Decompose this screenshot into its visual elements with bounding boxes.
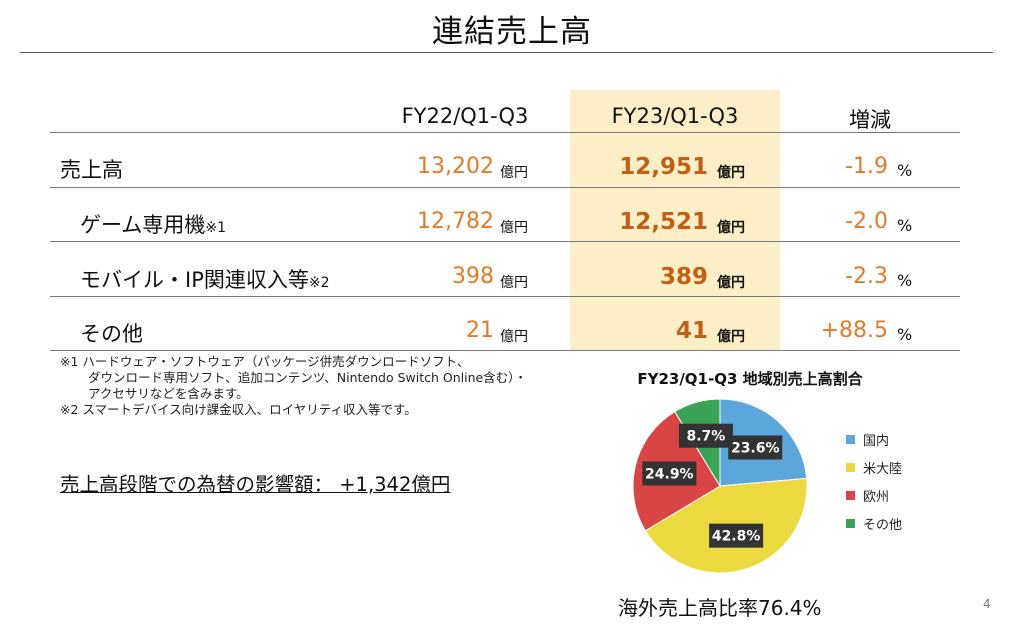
row-mobile-change: -2.3	[845, 264, 888, 289]
legend-label: その他	[863, 518, 903, 533]
title-divider	[20, 52, 993, 53]
legend-swatch	[846, 463, 855, 472]
legend-swatch	[846, 519, 855, 528]
row-dedicated-fy23: 12,521	[619, 209, 708, 235]
row-label-text: モバイル・IP関連収入等	[80, 268, 309, 292]
legend-label: 欧州	[863, 490, 890, 505]
row-label-net-sales: 売上高	[60, 154, 123, 184]
unit-label: 億円	[500, 220, 528, 236]
slide-title: 連結売上高	[432, 14, 592, 50]
unit-label: 億円	[717, 275, 745, 291]
pie-label-box-0	[728, 435, 783, 460]
row-net-sales-change: -1.9	[845, 154, 888, 179]
row-label-text: その他	[80, 322, 143, 346]
percent-label: %	[897, 325, 913, 344]
footnote-2: ※2 スマートデバイス向け課金収入、ロイヤリティ収入等です。	[60, 402, 417, 417]
unit-label: 億円	[500, 275, 528, 291]
pie-label-3: 8.7%	[686, 429, 725, 445]
header-fy23: FY23/Q1-Q3	[611, 104, 739, 128]
row-other-fy23: 41	[675, 318, 708, 344]
overseas-sales-ratio: 海外売上高比率76.4%	[618, 596, 822, 620]
row-label-dedicated-video-game: ゲーム専用機※1	[80, 209, 226, 239]
legend-item-japan: 国内	[846, 430, 902, 458]
table-rule-top	[50, 132, 960, 133]
legend-label: 国内	[863, 434, 890, 449]
row-label-mobile-ip: モバイル・IP関連収入等※2	[80, 264, 330, 294]
pie-label-box-1	[709, 523, 764, 548]
row-label-text: 売上高	[60, 158, 123, 182]
footnote-1-line-1: ※1 ハードウェア・ソフトウェア（パッケージ併売ダウンロードソフト、	[60, 354, 470, 369]
table-rule-3	[50, 296, 960, 297]
header-change: 増減	[849, 108, 891, 132]
legend-swatch	[846, 491, 855, 500]
pie-label-1: 42.8%	[712, 529, 761, 545]
legend-label: 米大陸	[863, 462, 903, 477]
table-rule-bottom	[50, 350, 960, 351]
row-other-change: +88.5	[820, 318, 888, 343]
row-mobile-fy22: 398	[452, 264, 494, 289]
row-label-text: ゲーム専用機	[80, 213, 206, 237]
percent-label: %	[897, 216, 913, 235]
regional-sales-pie-chart: 23.6% 42.8% 24.9% 8.7%	[632, 398, 808, 574]
row-dedicated-fy22: 12,782	[417, 209, 494, 234]
row-label-note: ※2	[308, 275, 330, 291]
percent-label: %	[897, 271, 913, 290]
row-label-other: その他	[80, 318, 143, 348]
unit-label: 億円	[717, 329, 745, 345]
unit-label: 億円	[717, 220, 745, 236]
legend-item-other: その他	[846, 514, 902, 542]
table-rule-2	[50, 241, 960, 242]
pie-label-box-2	[642, 461, 697, 486]
fx-impact-text: 売上高段階での為替の影響額： +1,342億円	[60, 473, 451, 496]
pie-legend: 国内 米大陸 欧州 その他	[846, 430, 902, 542]
footnote-1-line-3: アクセサリなどを含みます。	[88, 386, 249, 401]
row-dedicated-change: -2.0	[845, 209, 888, 234]
unit-label: 億円	[717, 165, 745, 181]
footnote-1-line-2: ダウンロード専用ソフト、追加コンテンツ、Nintendo Switch Onli…	[88, 370, 527, 385]
header-fy22: FY22/Q1-Q3	[401, 104, 529, 128]
unit-label: 億円	[500, 329, 528, 345]
pie-label-2: 24.9%	[645, 466, 694, 482]
pie-chart-title: FY23/Q1-Q3 地域別売上高割合	[637, 370, 863, 388]
row-mobile-fy23: 389	[659, 264, 708, 290]
percent-label: %	[897, 161, 913, 180]
row-other-fy22: 21	[466, 318, 494, 343]
row-label-note: ※1	[205, 220, 227, 236]
row-net-sales-fy22: 13,202	[417, 154, 494, 179]
table-rule-1	[50, 187, 960, 188]
pie-label-0: 23.6%	[731, 441, 780, 457]
footnotes: ※1 ハードウェア・ソフトウェア（パッケージ併売ダウンロードソフト、 ダウンロー…	[60, 354, 527, 418]
fy23-highlight-column	[570, 90, 780, 350]
pie-label-box-3	[678, 423, 733, 448]
unit-label: 億円	[500, 165, 528, 181]
legend-swatch	[846, 435, 855, 444]
legend-item-europe: 欧州	[846, 486, 902, 514]
page-number: 4	[983, 597, 991, 611]
legend-item-americas: 米大陸	[846, 458, 902, 486]
row-net-sales-fy23: 12,951	[619, 154, 708, 180]
